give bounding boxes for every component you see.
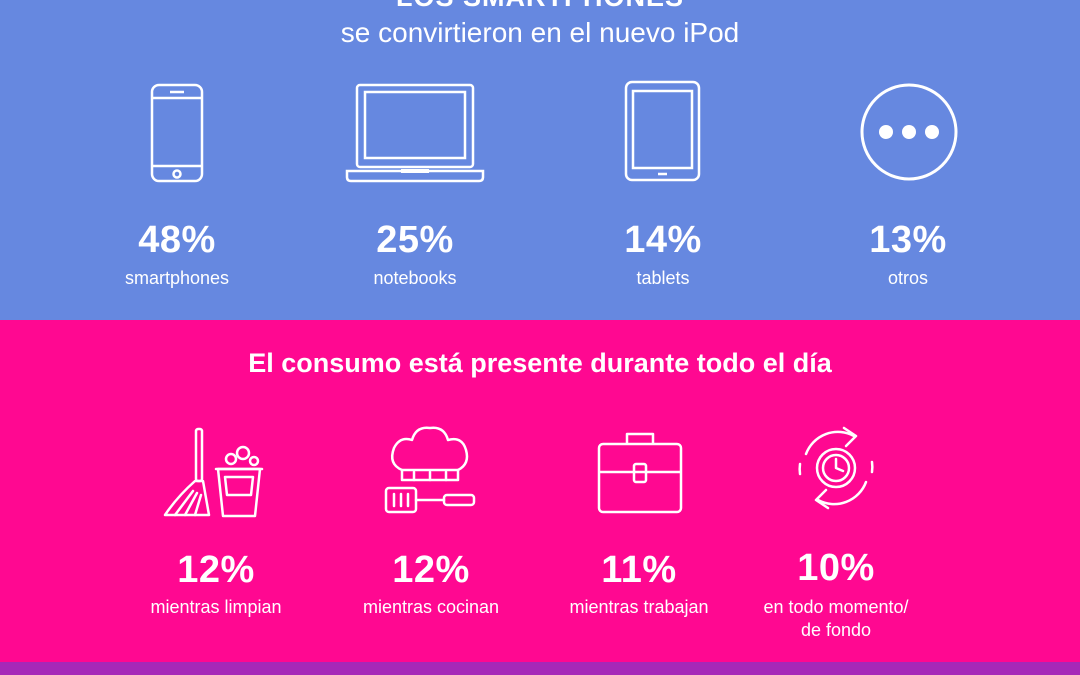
more-icon: [859, 82, 959, 182]
tablets-percent: 14%: [624, 219, 702, 261]
notebooks-percent: 25%: [376, 219, 454, 261]
trabajan-percent: 11%: [601, 549, 677, 591]
devices-title: LOS SMARTPHONES: [0, 0, 1080, 14]
moments-section: El consumo está presente durante todo el…: [0, 320, 1080, 662]
fondo-percent: 10%: [797, 547, 875, 589]
clock-cycle-icon: [792, 424, 880, 512]
limpian-percent: 12%: [177, 549, 255, 591]
limpian-label: mientras limpian: [150, 597, 282, 617]
briefcase-icon: [597, 430, 683, 516]
fondo-label-line2: de fondo: [800, 620, 872, 640]
laptop-icon: [345, 83, 485, 183]
devices-subtitle: se convirtieron en el nuevo iPod: [340, 17, 740, 48]
otros-percent: 13%: [869, 219, 947, 261]
notebooks-label: notebooks: [373, 268, 457, 288]
moments-title: El consumo está presente durante todo el…: [248, 348, 832, 378]
cocinan-label: mientras cocinan: [362, 597, 500, 617]
cleaning-icon: [163, 427, 265, 519]
bottom-section: [0, 662, 1080, 675]
smartphones-label: smartphones: [124, 268, 230, 288]
tablets-label: tablets: [636, 268, 690, 288]
otros-label: otros: [887, 268, 929, 288]
cocinan-percent: 12%: [392, 549, 470, 591]
smartphones-percent: 48%: [138, 219, 216, 261]
fondo-label-line1: en todo momento/: [763, 597, 909, 617]
chef-icon: [384, 424, 478, 518]
devices-section: LOS SMARTPHONES se convirtieron en el nu…: [0, 0, 1080, 320]
smartphone-icon: [150, 83, 204, 183]
trabajan-label: mientras trabajan: [569, 597, 709, 617]
tablet-icon: [624, 80, 701, 182]
